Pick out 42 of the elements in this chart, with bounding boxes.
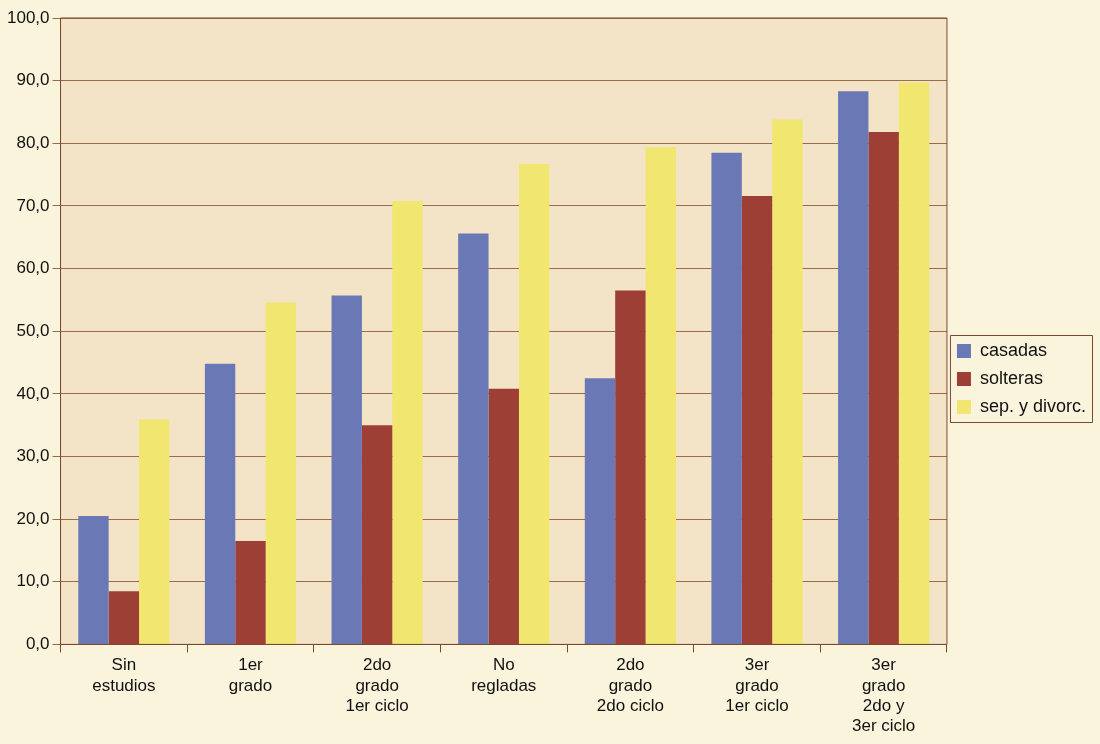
- bar: [584, 378, 616, 644]
- x-tick-label: No regladas: [471, 655, 537, 695]
- y-tick-label: 30,0: [16, 446, 50, 466]
- bar: [204, 363, 236, 644]
- bar: [488, 388, 519, 644]
- y-tick-label: 70,0: [16, 195, 50, 215]
- x-tick-label: Sin estudios: [92, 655, 156, 695]
- y-tick-label: 0,0: [25, 634, 50, 654]
- y-tick-label: 40,0: [16, 383, 50, 403]
- bar: [772, 119, 803, 644]
- legend-label: solteras: [979, 367, 1043, 388]
- x-tick-label: 1er grado: [228, 655, 273, 695]
- bar: [741, 195, 773, 644]
- bar: [615, 290, 646, 644]
- y-tick-label: 10,0: [16, 571, 50, 591]
- bar: [235, 541, 266, 644]
- bar: [265, 302, 297, 644]
- bar: [392, 200, 423, 644]
- bar: [78, 515, 109, 644]
- legend-label: casadas: [979, 339, 1048, 360]
- bar: [458, 233, 489, 644]
- x-tick-label: 2do grado 1er ciclo: [345, 655, 409, 716]
- bar: [331, 295, 362, 644]
- x-tick-label: 2do grado 2do ciclo: [596, 655, 664, 716]
- y-tick-label: 50,0: [16, 320, 50, 340]
- y-tick-label: 80,0: [16, 132, 50, 152]
- x-tick-label: 3er grado 2do y 3er ciclo: [851, 655, 916, 736]
- y-tick-label: 100,0: [6, 7, 50, 27]
- bar: [645, 147, 676, 644]
- bar: [868, 132, 899, 644]
- bar: [898, 82, 930, 644]
- bar: [838, 91, 869, 644]
- bar: [711, 152, 742, 644]
- y-tick-label: 90,0: [16, 70, 50, 90]
- legend-label: sep. y divorc.: [979, 395, 1087, 416]
- x-tick-label: 3er grado 1er ciclo: [725, 655, 789, 716]
- bar: [361, 425, 393, 644]
- bar: [108, 591, 140, 644]
- y-tick-label: 20,0: [16, 508, 50, 528]
- bar: [518, 163, 550, 644]
- y-tick-label: 60,0: [16, 258, 50, 278]
- bar: [139, 419, 170, 644]
